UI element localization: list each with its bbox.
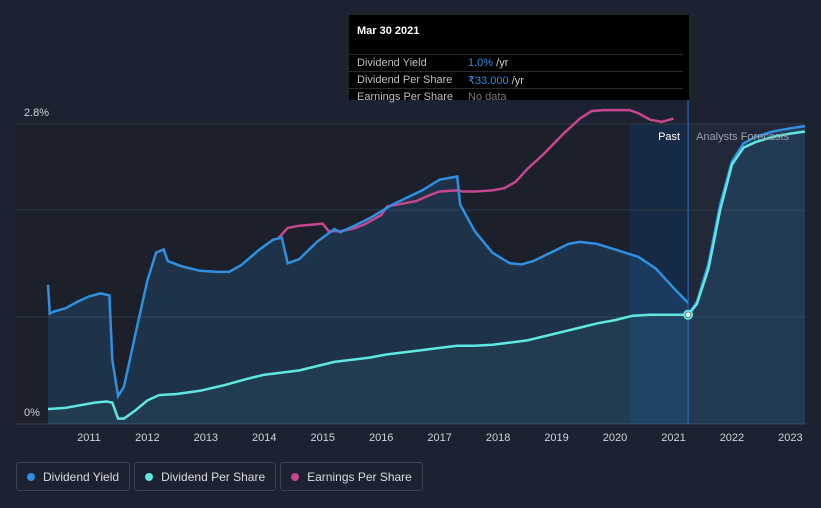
- y-label-top: 2.8%: [24, 107, 49, 119]
- highlight-band: [629, 124, 689, 424]
- tooltip-row-dividend-per-share: Dividend Per Share ₹33.000 /yr: [349, 71, 683, 89]
- legend-dot-icon: [27, 472, 35, 481]
- dividend-yield-marker: [685, 312, 691, 318]
- legend-item-dividend-per-share[interactable]: Dividend Per Share: [134, 462, 277, 491]
- dividend-per-share-area: [48, 314, 689, 424]
- x-tick-label: 2015: [310, 432, 334, 444]
- tooltip-row-earnings-per-share: Earnings Per Share No data: [349, 88, 683, 106]
- x-tick-label: 2018: [486, 432, 510, 444]
- tooltip-row-dividend-yield: Dividend Yield 1.0% /yr: [349, 54, 683, 72]
- x-tick-label: 2013: [194, 432, 218, 444]
- chart-bands: [16, 124, 805, 424]
- dividend-per-share-forecast-line: [687, 130, 806, 316]
- y-label-bottom: 0%: [24, 407, 40, 419]
- tooltip-value: 1.0% /yr: [468, 57, 509, 69]
- past-label: Past: [658, 131, 680, 143]
- x-tick-label: 2021: [661, 432, 685, 444]
- x-tick-label: 2023: [778, 432, 802, 444]
- x-tick-label: 2022: [720, 432, 744, 444]
- x-tick-label: 2012: [135, 432, 159, 444]
- tooltip-value: ₹33.000 /yr: [468, 75, 524, 87]
- legend-dot-icon: [291, 472, 300, 481]
- legend-label: Earnings Per Share: [307, 469, 412, 484]
- x-tick-label: 2014: [252, 432, 276, 444]
- x-tick-label: 2019: [544, 432, 568, 444]
- chart-axis: 2.8% 0% 2011 2012 2013 2014 2015 2016 2017 2018 20…: [24, 107, 803, 444]
- past-region: [16, 124, 689, 424]
- legend-dot-icon: [145, 472, 154, 481]
- tooltip-label: Dividend Yield: [357, 57, 427, 69]
- legend-label: Dividend Per Share: [161, 469, 266, 484]
- tooltip-date: Mar 30 2021: [357, 25, 420, 37]
- x-tick-label: 2011: [77, 432, 101, 444]
- chart-areas: [48, 126, 805, 424]
- legend-item-earnings-per-share[interactable]: Earnings Per Share: [280, 462, 423, 491]
- tooltip-label: Earnings Per Share: [357, 91, 453, 103]
- forecast-label: Analysts Forecasts: [696, 131, 789, 143]
- tooltip-label: Dividend Per Share: [357, 74, 453, 86]
- forecast-area: [688, 126, 805, 424]
- chart-marks: Past Analysts Forecasts: [658, 100, 790, 424]
- legend: Dividend Yield Dividend Per Share Earnin…: [16, 462, 423, 491]
- dividend-yield-line: [46, 175, 689, 400]
- legend-label: Dividend Yield: [43, 469, 120, 484]
- x-tick-label: 2020: [603, 432, 627, 444]
- dividend-per-share-line: [47, 313, 689, 420]
- tooltip-value: No data: [468, 91, 507, 103]
- x-tick-label: 2017: [427, 432, 451, 444]
- x-tick-label: 2016: [369, 432, 393, 444]
- chart-lines: [46, 108, 806, 420]
- chart-grid: [16, 123, 805, 425]
- tooltip: Mar 30 2021 Dividend Yield 1.0% /yr Divi…: [349, 15, 689, 103]
- dividend-yield-area: [48, 176, 689, 424]
- legend-item-dividend-yield[interactable]: Dividend Yield: [16, 462, 131, 491]
